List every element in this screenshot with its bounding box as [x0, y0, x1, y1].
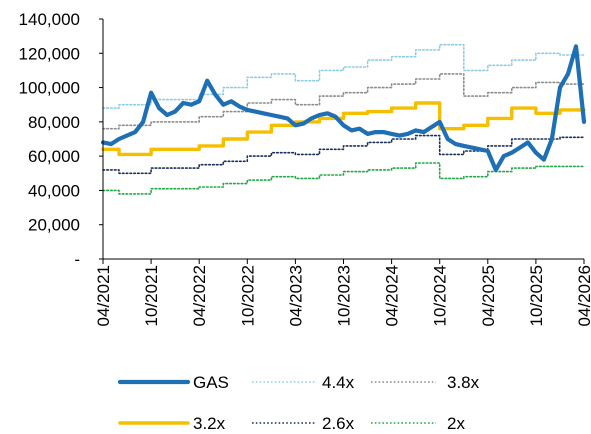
y-tick-label: 80,000 [28, 113, 80, 132]
y-axis-tick-labels: - 20,000 40,000 60,000 80,000 100,000 120,000 1… [19, 10, 80, 269]
legend-label: GAS [193, 373, 229, 392]
y-tick-label: 120,000 [19, 44, 80, 63]
x-tick-label: 10/2023 [335, 265, 354, 326]
x-tick-label: 10/2021 [142, 265, 161, 326]
x-tick-label: 04/2026 [575, 265, 591, 326]
x-tick-label: 10/2025 [527, 265, 546, 326]
x-tick-label: 04/2021 [94, 265, 113, 326]
legend-label: 2.6x [322, 414, 355, 433]
x-tick-label: 04/2024 [383, 265, 402, 326]
legend-item-38x: 3.8x [371, 373, 480, 392]
y-tick-label: 60,000 [28, 147, 80, 166]
x-axis-tick-labels: 04/2021 10/2021 04/2022 10/2022 04/2023 10/20… [94, 265, 591, 326]
legend-label: 3.2x [193, 414, 226, 433]
x-tick-label: 04/2025 [479, 265, 498, 326]
legend-item-44x: 4.4x [252, 373, 355, 392]
legend-item-26x: 2.6x [252, 414, 355, 433]
y-tick-label: 20,000 [28, 216, 80, 235]
series-line-38x [102, 73, 585, 130]
series-line-44x [102, 43, 585, 109]
x-tick-label: 10/2022 [238, 265, 257, 326]
legend-label: 3.8x [447, 373, 480, 392]
y-tick-label: 40,000 [28, 181, 80, 200]
series-line-2x [102, 162, 585, 195]
x-tick-label: 10/2024 [431, 265, 450, 326]
x-tick-label: 04/2023 [286, 265, 305, 326]
series-line-gas [100, 44, 587, 172]
legend-label: 2x [447, 414, 465, 433]
axes-layer [99, 18, 585, 264]
y-tick-label: 140,000 [19, 10, 80, 29]
y-tick-label: 100,000 [19, 79, 80, 98]
legend-item-2x: 2x [371, 414, 465, 433]
series-line-32x [101, 101, 586, 157]
x-tick-label: 04/2022 [190, 265, 209, 326]
legend-item-gas: GAS [117, 373, 229, 392]
y-tick-label: - [74, 250, 80, 269]
legend: GAS 4.4x 3.8x 3.2x 2.6x 2x [117, 373, 480, 433]
legend-item-32x: 3.2x [118, 414, 226, 433]
plot-area [99, 18, 587, 264]
series-line-26x [102, 134, 585, 175]
series-layer [100, 43, 587, 195]
legend-label: 4.4x [322, 373, 355, 392]
